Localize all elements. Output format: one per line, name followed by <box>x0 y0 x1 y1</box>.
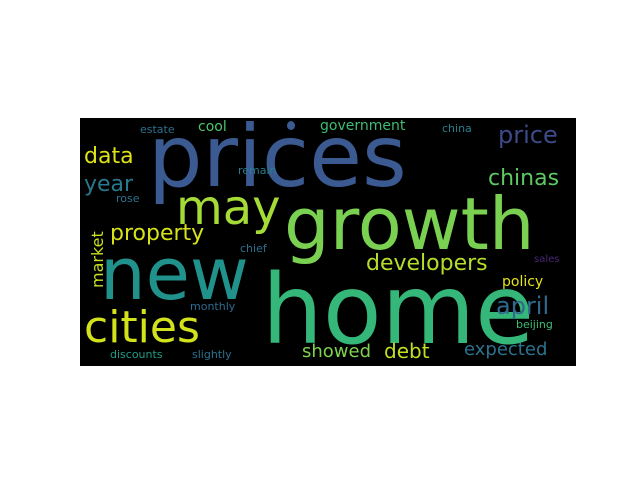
word-china: china <box>442 122 472 135</box>
word-expected: expected <box>464 339 548 360</box>
word-market: market <box>88 231 107 288</box>
word-home: home <box>262 254 535 366</box>
word-government: government <box>320 118 406 134</box>
word-remain: remain <box>238 164 277 177</box>
word-showed: showed <box>302 341 372 362</box>
word-slightly: slightly <box>192 348 232 361</box>
word-chief: chief <box>240 242 267 255</box>
word-new: new <box>100 232 249 316</box>
word-data: data <box>84 144 134 169</box>
word-monthly: monthly <box>190 300 236 313</box>
word-cool: cool <box>198 119 227 135</box>
word-policy: policy <box>502 274 544 290</box>
word-growth: growth <box>284 182 535 266</box>
word-discounts: discounts <box>110 348 163 361</box>
word-sales: sales <box>534 254 560 265</box>
word-beijing: beijing <box>516 318 553 331</box>
dot-icon <box>287 121 295 130</box>
word-estate: estate <box>140 123 175 136</box>
word-rose: rose <box>116 192 140 205</box>
word-property: property <box>110 221 205 246</box>
word-prices: prices <box>148 118 407 207</box>
word-debt: debt <box>384 339 430 363</box>
word-may: may <box>176 180 281 236</box>
word-developers: developers <box>366 251 488 276</box>
word-chinas: chinas <box>488 166 560 191</box>
word-april: april <box>496 292 550 320</box>
word-cloud: prices home growth new cities may proper… <box>80 118 576 366</box>
word-year: year <box>84 172 134 197</box>
word-price: price <box>498 121 558 149</box>
word-cities: cities <box>84 302 200 353</box>
